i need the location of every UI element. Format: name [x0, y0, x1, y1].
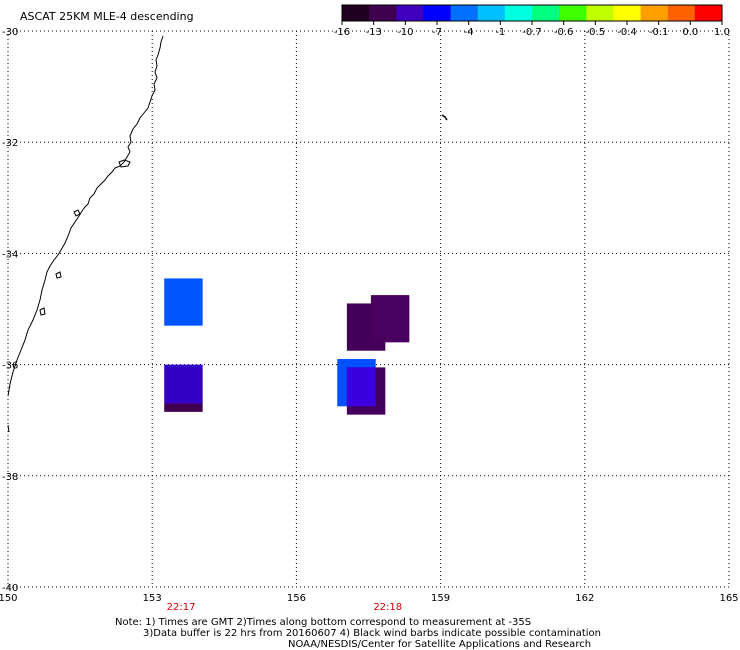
colorbar-swatch: [504, 5, 533, 21]
longitude-label: 150: [0, 593, 18, 604]
note-line-1: Note: 1) Times are GMT 2)Times along bot…: [115, 617, 531, 628]
longitude-labels: 150 153 156 159 162 165: [0, 593, 739, 604]
latitude-label: -30: [2, 27, 18, 38]
wind-cell: [370, 295, 410, 343]
longitude-label: 162: [575, 593, 594, 604]
latitude-label: -36: [2, 361, 18, 372]
map-title: ASCAT 25KM MLE-4 descending: [20, 10, 194, 23]
longitude-label: 165: [719, 593, 738, 604]
colorbar-swatches: [342, 5, 723, 21]
colorbar-swatch: [450, 5, 479, 21]
latitude-label: -32: [2, 138, 18, 149]
colorbar-swatch: [613, 5, 642, 21]
colorbar-swatch: [694, 5, 723, 21]
colorbar-label: -1: [495, 27, 505, 38]
time-label: 22:18: [373, 602, 402, 613]
colorbar: -16 -13 -10 -7 -4 -1 -0.7 -0.6 -0.5 -0.4 -0.1 0.0 1.…: [334, 4, 730, 38]
note-line-2: 3)Data buffer is 22 hrs from 20160607 4)…: [143, 628, 601, 639]
time-labels: 22:17 22:18: [167, 602, 403, 613]
island-mark: [441, 114, 448, 121]
wind-cell: [164, 364, 203, 404]
colorbar-label: -0.7: [522, 27, 542, 38]
latitude-label: -40: [2, 583, 18, 594]
colorbar-label: -0.6: [554, 27, 574, 38]
coast-fragment: [7, 424, 10, 433]
colorbar-swatch: [477, 5, 506, 21]
longitude-label: 153: [143, 593, 162, 604]
longitude-label: 156: [287, 593, 306, 604]
wind-cell: [164, 403, 203, 412]
colorbar-labels: -16 -13 -10 -7 -4 -1 -0.7 -0.6 -0.5 -0.4 -0.1 0.0 1.…: [334, 21, 730, 38]
colorbar-swatch: [532, 5, 560, 21]
wind-cell: [164, 278, 203, 326]
colorbar-swatch: [423, 5, 452, 21]
colorbar-label: 0.0: [682, 27, 698, 38]
note-line-3: NOAA/NESDIS/Center for Satellite Applica…: [288, 639, 591, 650]
wind-cell: [346, 367, 376, 407]
coastline: [7, 35, 164, 397]
colorbar-swatch: [342, 5, 370, 21]
colorbar-label: 1.0: [714, 27, 730, 38]
colorbar-label: -4: [464, 27, 474, 38]
colorbar-swatch: [396, 5, 424, 21]
colorbar-label: -0.5: [586, 27, 606, 38]
colorbar-swatch: [667, 5, 696, 21]
latitude-label: -34: [2, 249, 18, 260]
latitude-label: -38: [2, 472, 18, 483]
colorbar-label: -0.1: [649, 27, 669, 38]
coastline-north-island: [118, 159, 131, 168]
colorbar-swatch: [640, 5, 669, 21]
colorbar-label: -0.4: [617, 27, 637, 38]
colorbar-label: -16: [334, 27, 350, 38]
latitude-labels: -30 -32 -34 -36 -38 -40: [2, 27, 18, 594]
colorbar-label: -13: [365, 27, 381, 38]
colorbar-swatch: [369, 5, 397, 21]
wind-cells: [164, 278, 410, 415]
longitude-label: 159: [431, 593, 450, 604]
colorbar-swatch: [586, 5, 614, 21]
colorbar-label: -7: [432, 27, 442, 38]
coastline-detail: [39, 209, 81, 316]
colorbar-swatch: [559, 5, 587, 21]
time-label: 22:17: [167, 602, 196, 613]
lat-lon-grid: [7, 30, 730, 588]
colorbar-label: -10: [397, 27, 413, 38]
